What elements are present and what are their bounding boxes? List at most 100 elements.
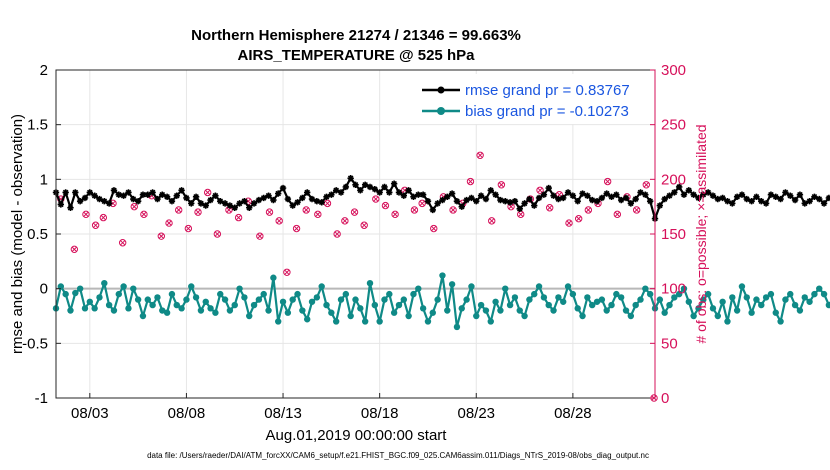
- obs-assimilated-point: [450, 207, 456, 213]
- rmse-point: [589, 196, 596, 204]
- obs-assimilated-point: [141, 211, 147, 217]
- bias-point: [275, 318, 282, 325]
- obs-possible-point: [381, 201, 390, 210]
- rmse-point: [294, 199, 301, 206]
- rmse-point: [526, 195, 533, 203]
- obs-assimilated-point: [431, 225, 437, 232]
- legend-bias-label: bias grand pr = -0.10273: [465, 103, 629, 120]
- bias-point: [72, 289, 79, 297]
- rmse-point: [212, 192, 219, 199]
- bias-point: [574, 305, 581, 312]
- chart-title-line1: Northern Hemisphere 21274 / 21346 = 99.6…: [191, 27, 521, 44]
- bias-point: [405, 312, 412, 320]
- bias-point: [540, 294, 548, 301]
- rmse-point: [516, 205, 523, 213]
- rmse-point: [627, 200, 635, 207]
- rmse-point: [168, 198, 176, 205]
- obs-possible-point: [497, 181, 506, 189]
- bias-point: [497, 307, 504, 314]
- bias-point: [796, 307, 804, 314]
- bias-point: [303, 316, 311, 323]
- obs-possible-point: [256, 232, 264, 240]
- obs-assimilated-point: [93, 222, 99, 228]
- obs-assimilated-point: [643, 182, 649, 188]
- rmse-point: [762, 200, 770, 207]
- obs-assimilated-point: [467, 178, 474, 185]
- y-left-tick-label: -0.5: [22, 335, 48, 352]
- bias-point: [656, 296, 664, 303]
- rmse-point: [76, 198, 84, 205]
- bias-point: [226, 307, 234, 314]
- rmse-point: [608, 193, 615, 201]
- bias-point: [671, 294, 678, 301]
- bias-point: [371, 301, 379, 309]
- rmse-point: [347, 175, 354, 182]
- bias-point: [695, 305, 702, 312]
- bias-point: [704, 290, 712, 298]
- obs-possible-point: [632, 206, 641, 214]
- rmse-point: [492, 191, 499, 198]
- bias-point: [680, 285, 688, 292]
- rmse-point: [531, 202, 538, 209]
- bias-point: [134, 296, 142, 303]
- bias-point: [589, 301, 596, 309]
- rmse-point: [733, 193, 741, 201]
- obs-assimilated-point: [576, 216, 582, 222]
- rmse-point: [806, 198, 813, 205]
- rmse-point: [192, 193, 200, 201]
- bias-point: [96, 294, 103, 301]
- obs-assimilated-point: [257, 233, 263, 239]
- bias-point: [545, 301, 552, 309]
- obs-possible-point: [536, 186, 544, 194]
- bias-point: [666, 301, 673, 309]
- rmse-point: [352, 181, 359, 188]
- obs-assimilated-point: [120, 240, 126, 246]
- bias-point: [328, 309, 335, 316]
- bias-point: [376, 318, 383, 325]
- bias-point: [313, 294, 321, 301]
- obs-assimilated-point: [324, 200, 331, 206]
- bias-point: [231, 301, 238, 309]
- rmse-point: [163, 193, 171, 201]
- obs-assimilated-point: [392, 211, 398, 217]
- bias-point: [361, 318, 369, 325]
- bias-point: [516, 307, 523, 314]
- rmse-point: [738, 191, 746, 198]
- rmse-point: [695, 194, 702, 202]
- bias-point: [323, 301, 330, 309]
- rmse-point: [811, 193, 818, 201]
- rmse-point: [521, 200, 528, 207]
- bias-point: [101, 280, 108, 287]
- bias-point: [555, 294, 562, 301]
- rmse-point: [685, 187, 693, 194]
- bias-point: [511, 294, 519, 301]
- rmse-point: [197, 200, 205, 207]
- rmse-point: [366, 183, 374, 191]
- rmse-point: [318, 199, 325, 206]
- rmse-point: [57, 201, 65, 208]
- x-tick-label: 08/13: [264, 405, 302, 422]
- bias-point: [81, 305, 89, 312]
- bias-point: [62, 290, 69, 298]
- rmse-point: [96, 195, 103, 203]
- rmse-point: [337, 189, 345, 196]
- bias-point: [270, 274, 277, 281]
- rmse-point: [265, 192, 272, 199]
- rmse-point: [415, 191, 422, 198]
- bias-point: [173, 301, 180, 309]
- obs-assimilated-point: [185, 225, 191, 232]
- legend-box: [410, 74, 650, 124]
- bias-point: [120, 283, 127, 290]
- bias-point: [782, 296, 789, 303]
- bias-point: [820, 290, 828, 298]
- rmse-point: [236, 200, 243, 207]
- obs-assimilated-point: [195, 209, 201, 215]
- rmse-point: [125, 189, 132, 196]
- bias-point: [202, 298, 209, 305]
- rmse-point: [743, 195, 750, 203]
- y-right-tick-label: 300: [661, 62, 686, 79]
- rmse-point: [260, 194, 267, 202]
- bias-point: [738, 283, 746, 290]
- y-right-tick-label: 50: [661, 335, 678, 352]
- rmse-point: [308, 195, 316, 203]
